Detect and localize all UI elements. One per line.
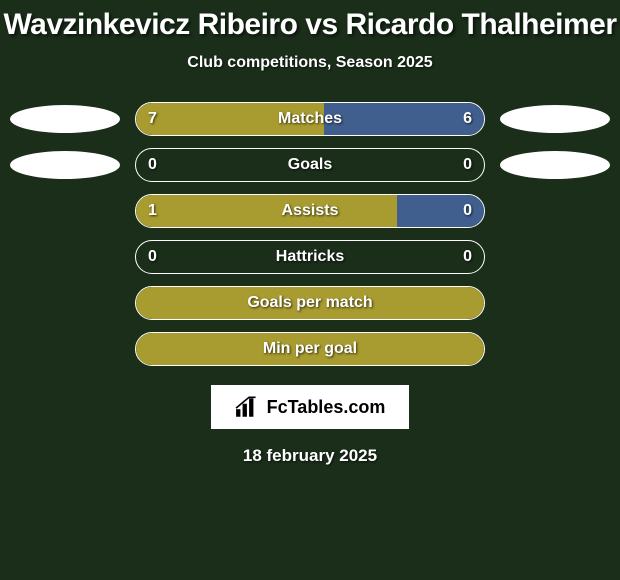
stat-label: Goals per match	[247, 294, 372, 312]
right-ellipse	[500, 105, 610, 133]
stat-value-right: 0	[463, 202, 472, 220]
stat-label: Min per goal	[263, 340, 357, 358]
stat-bar: Min per goal	[135, 332, 485, 366]
stat-bar: 1 0 Assists	[135, 194, 485, 228]
stat-value-left: 0	[148, 156, 157, 174]
left-ellipse	[10, 151, 120, 179]
stat-bar: 7 6 Matches	[135, 102, 485, 136]
stat-row: 1 0 Assists	[0, 194, 620, 228]
date-text: 18 february 2025	[243, 446, 377, 466]
stat-bar: 0 0 Hattricks	[135, 240, 485, 274]
stat-row: 0 0 Hattricks	[0, 240, 620, 274]
stat-label: Assists	[282, 202, 339, 220]
stat-value-right: 6	[463, 110, 472, 128]
stat-label: Matches	[278, 110, 342, 128]
stat-value-left: 1	[148, 202, 157, 220]
page-title: Wavzinkevicz Ribeiro vs Ricardo Thalheim…	[3, 8, 616, 42]
left-ellipse	[10, 105, 120, 133]
bar-chart-icon	[235, 396, 261, 418]
empty-side	[495, 197, 605, 225]
stat-row: 7 6 Matches	[0, 102, 620, 136]
logo-text: FcTables.com	[267, 397, 386, 418]
stat-label: Hattricks	[276, 248, 344, 266]
stat-value-left: 7	[148, 110, 157, 128]
stats-rows: 7 6 Matches 0 0 Goals 1 0 Assists 0 0 Hattricks Goal…	[0, 102, 620, 366]
empty-side	[5, 335, 115, 363]
empty-side	[495, 289, 605, 317]
stat-value-right: 0	[463, 156, 472, 174]
stat-row: 0 0 Goals	[0, 148, 620, 182]
stat-label: Goals	[288, 156, 332, 174]
empty-side	[495, 243, 605, 271]
stat-row: Goals per match	[0, 286, 620, 320]
comparison-widget: Wavzinkevicz Ribeiro vs Ricardo Thalheim…	[0, 0, 620, 580]
stat-bar: 0 0 Goals	[135, 148, 485, 182]
bar-fill-right	[324, 103, 484, 135]
subtitle: Club competitions, Season 2025	[187, 54, 432, 72]
right-ellipse	[500, 151, 610, 179]
fctables-logo[interactable]: FcTables.com	[210, 384, 410, 430]
stat-value-right: 0	[463, 248, 472, 266]
stat-value-left: 0	[148, 248, 157, 266]
empty-side	[495, 335, 605, 363]
empty-side	[5, 289, 115, 317]
stat-row: Min per goal	[0, 332, 620, 366]
empty-side	[5, 197, 115, 225]
stat-bar: Goals per match	[135, 286, 485, 320]
empty-side	[5, 243, 115, 271]
bar-fill-left	[136, 195, 397, 227]
